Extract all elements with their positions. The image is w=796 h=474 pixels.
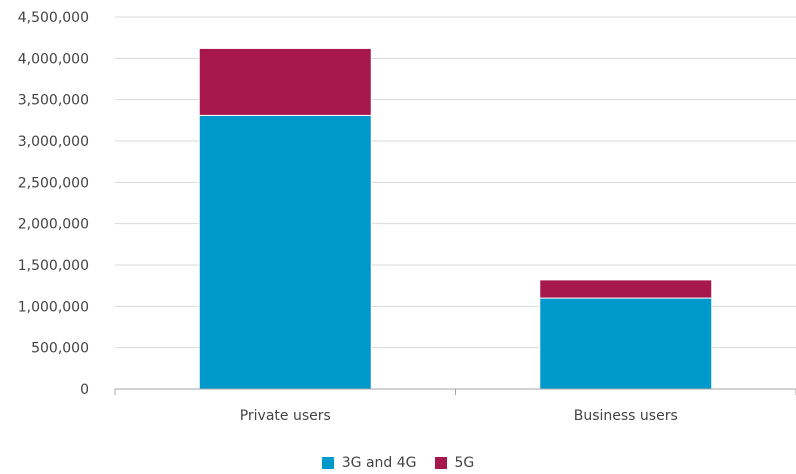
legend-swatch-3g-4g (321, 457, 334, 469)
legend-swatch-5g (434, 457, 447, 469)
y-tick-label: 2,500,000 (18, 175, 89, 191)
legend-label-3g-4g: 3G and 4G (341, 455, 417, 471)
legend-label-5g: 5G (454, 455, 475, 471)
tick-labels: 0 500,000 1,000,000 1,500,000 2,000,000 2,500… (18, 10, 678, 424)
y-tick-label: 500,000 (31, 341, 89, 357)
bars (198, 47, 713, 390)
y-tick-label: 1,000,000 (18, 299, 89, 315)
bar-segment (198, 114, 372, 390)
x-tick-label: Business users (574, 408, 678, 424)
y-tick-label: 4,500,000 (18, 10, 89, 26)
y-tick-label: 0 (80, 382, 89, 398)
y-tick-label: 3,500,000 (18, 93, 89, 109)
y-tick-label: 3,000,000 (18, 134, 89, 150)
y-tick-label: 1,500,000 (18, 258, 89, 274)
y-tick-label: 4,000,000 (18, 51, 89, 67)
legend-item-5g: 5G (434, 455, 475, 471)
y-tick-label: 2,000,000 (18, 217, 89, 233)
bar-segment (539, 279, 713, 299)
x-tick-label: Private users (240, 408, 331, 424)
axes (114, 388, 796, 395)
bar-segment (539, 297, 713, 390)
bar-segment (198, 47, 372, 116)
legend-item-3g-4g: 3G and 4G (321, 455, 417, 471)
legend: 3G and 4G 5G (0, 455, 796, 471)
